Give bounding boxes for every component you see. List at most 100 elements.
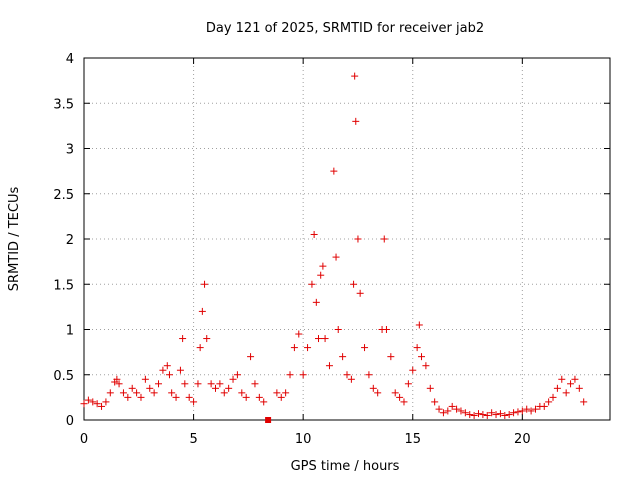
- y-tick-label: 1.5: [53, 278, 74, 293]
- data-point: [496, 410, 504, 418]
- x-tick-label: 20: [514, 432, 531, 447]
- data-point: [155, 380, 163, 388]
- data-point: [354, 235, 362, 243]
- data-point: [84, 396, 92, 404]
- data-point: [286, 371, 294, 379]
- data-point: [273, 389, 281, 397]
- data-point: [365, 371, 373, 379]
- data-point: [380, 235, 388, 243]
- data-point: [352, 117, 360, 125]
- data-points: [80, 72, 588, 423]
- data-point: [387, 353, 395, 361]
- data-point: [137, 393, 145, 401]
- data-point: [185, 393, 193, 401]
- data-point: [448, 402, 456, 410]
- data-point: [540, 402, 548, 410]
- data-point: [444, 407, 452, 415]
- axis-ticks: [83, 57, 610, 421]
- data-point: [150, 389, 158, 397]
- data-point: [225, 384, 233, 392]
- data-point: [457, 407, 465, 415]
- y-tick-label: 3: [66, 143, 74, 158]
- data-point: [488, 409, 496, 417]
- data-point: [404, 380, 412, 388]
- data-point: [479, 411, 487, 419]
- y-tick-label: 1: [66, 324, 74, 339]
- data-point: [527, 407, 535, 415]
- data-point: [562, 389, 570, 397]
- data-point: [98, 402, 106, 410]
- outlier-point: [265, 417, 272, 423]
- data-point: [391, 389, 399, 397]
- data-point: [356, 289, 364, 297]
- data-point: [415, 321, 423, 329]
- data-point: [531, 405, 539, 413]
- data-point: [93, 400, 101, 408]
- data-point: [510, 409, 518, 417]
- x-tick-label: 10: [295, 432, 312, 447]
- data-point: [334, 326, 342, 333]
- data-point: [514, 408, 522, 416]
- data-point: [351, 72, 359, 80]
- y-tick-label: 0: [66, 414, 74, 429]
- data-point: [308, 280, 316, 288]
- data-point: [194, 380, 202, 388]
- data-point: [168, 389, 176, 397]
- data-point: [553, 384, 561, 392]
- y-tick-label: 2.5: [53, 188, 74, 203]
- data-point: [505, 411, 513, 419]
- data-point: [483, 411, 491, 419]
- x-tick-label: 5: [189, 432, 197, 447]
- data-point: [369, 384, 377, 392]
- data-point: [128, 384, 136, 392]
- data-point: [312, 298, 320, 306]
- data-point: [325, 362, 333, 370]
- data-point: [181, 380, 189, 388]
- data-point: [242, 393, 250, 401]
- data-point: [146, 384, 154, 392]
- data-point: [400, 398, 408, 406]
- data-point: [321, 335, 329, 343]
- data-point: [179, 335, 187, 343]
- data-point: [220, 389, 228, 397]
- y-tick-labels: 0 0.5 1 1.5 2 2.5 3 3.5 4: [53, 52, 74, 429]
- data-point: [165, 371, 173, 379]
- data-point: [190, 398, 198, 406]
- y-tick-label: 3.5: [53, 97, 74, 112]
- data-point: [413, 344, 421, 352]
- data-point: [106, 389, 114, 397]
- data-point: [382, 326, 390, 333]
- data-point: [172, 393, 180, 401]
- data-point: [439, 409, 447, 417]
- data-point: [315, 335, 323, 343]
- data-point: [571, 375, 579, 383]
- data-point: [133, 389, 141, 397]
- data-point: [339, 353, 347, 361]
- data-point: [260, 398, 268, 406]
- data-point: [113, 375, 121, 383]
- data-point: [347, 375, 355, 383]
- data-point: [396, 393, 404, 401]
- data-point: [317, 271, 325, 279]
- data-point: [492, 411, 500, 419]
- data-point: [558, 375, 566, 383]
- data-point: [461, 409, 469, 417]
- data-point: [159, 366, 167, 374]
- data-point: [332, 253, 340, 261]
- chart-title: Day 121 of 2025, SRMTID for receiver jab…: [206, 21, 484, 36]
- data-point: [233, 371, 241, 379]
- x-tick-label: 0: [80, 432, 88, 447]
- x-axis-label: GPS time / hours: [291, 459, 400, 474]
- y-tick-label: 0.5: [53, 369, 74, 384]
- y-tick-label: 4: [66, 52, 74, 67]
- data-point: [431, 398, 439, 406]
- data-point: [163, 362, 171, 370]
- data-point: [201, 280, 209, 288]
- data-point: [124, 393, 132, 401]
- data-point: [141, 375, 149, 383]
- data-point: [290, 344, 298, 352]
- data-point: [255, 393, 263, 401]
- data-point: [295, 330, 303, 338]
- data-point: [319, 262, 327, 270]
